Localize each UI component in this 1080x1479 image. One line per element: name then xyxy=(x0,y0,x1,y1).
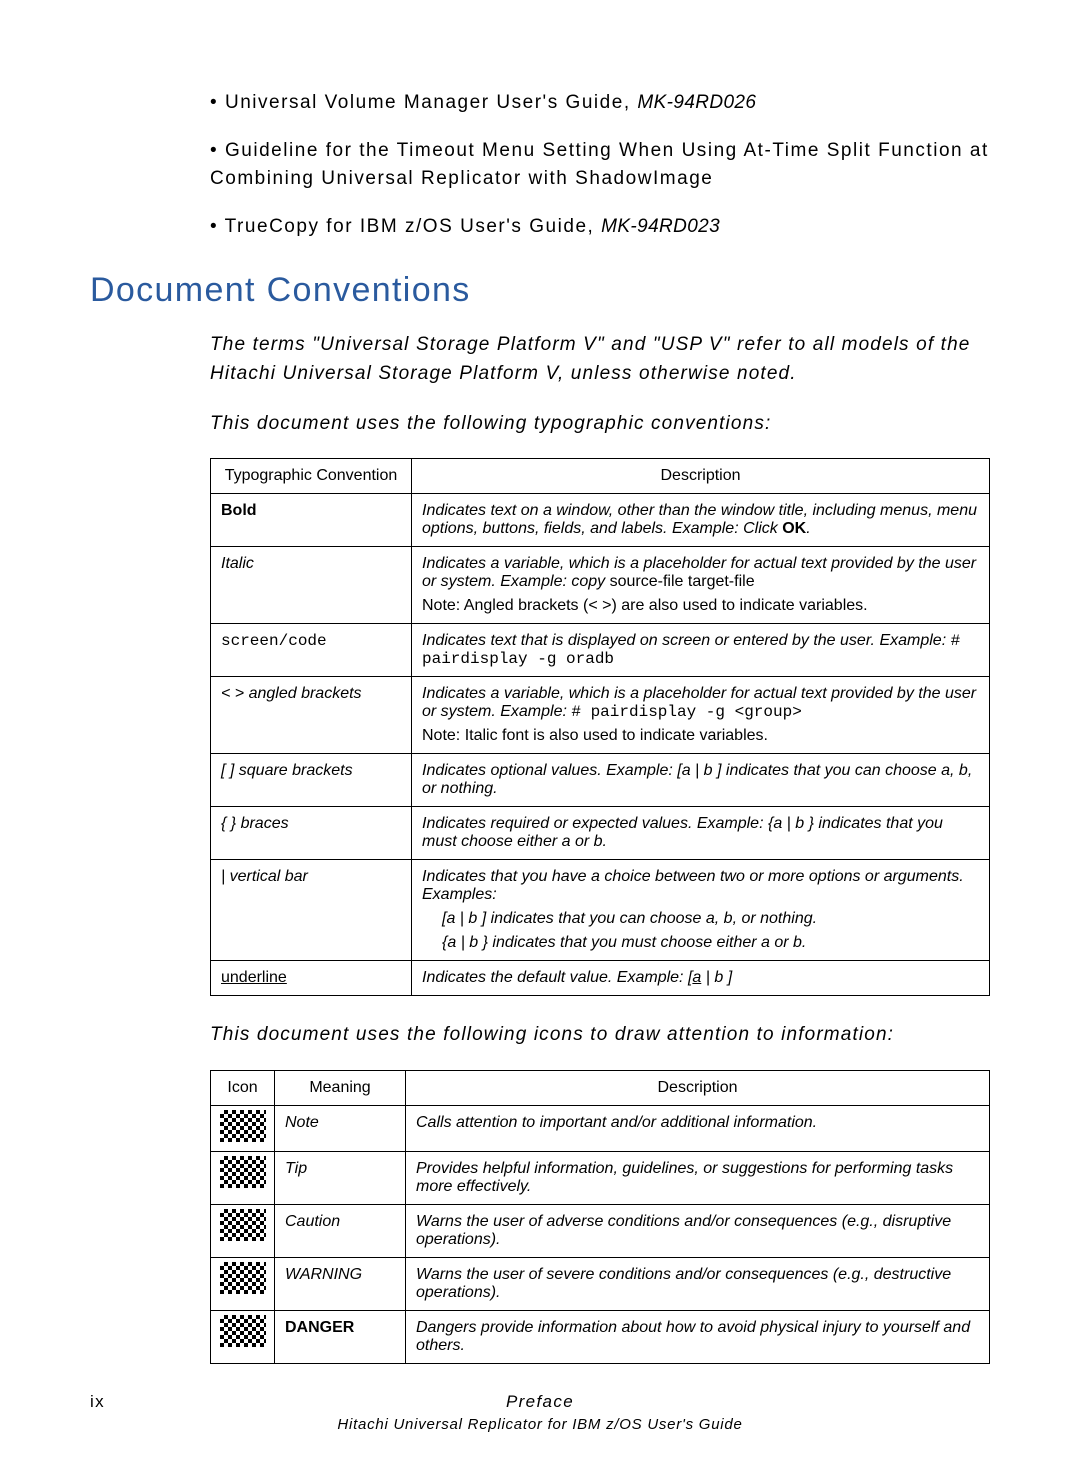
conv-vbar-desc: Indicates that you have a choice between… xyxy=(412,860,990,961)
tip-meaning: Tip xyxy=(275,1151,406,1204)
bullet: • TrueCopy for IBM z/OS User's Guide, xyxy=(210,216,601,237)
danger-meaning: DANGER xyxy=(275,1310,406,1363)
icons-table: Icon Meaning Description Note Calls atte… xyxy=(210,1070,990,1364)
related-doc-1: • Universal Volume Manager User's Guide,… xyxy=(210,89,990,118)
tip-desc: Provides helpful information, guidelines… xyxy=(406,1151,990,1204)
th-idesc: Description xyxy=(406,1070,990,1105)
intro-terms: The terms "Universal Storage Platform V"… xyxy=(210,330,990,389)
table-header-row: Icon Meaning Description xyxy=(211,1070,990,1105)
table-row: screen/code Indicates text that is displ… xyxy=(211,624,990,677)
footer-doc-title: Hitachi Universal Replicator for IBM z/O… xyxy=(90,1416,990,1433)
caution-icon xyxy=(220,1209,266,1241)
warning-icon-cell xyxy=(211,1257,275,1310)
conv-bold-label: Bold xyxy=(211,494,412,547)
th-convention: Typographic Convention xyxy=(211,459,412,494)
typographic-conventions-table: Typographic Convention Description Bold … xyxy=(210,458,990,996)
table-header-row: Typographic Convention Description xyxy=(211,459,990,494)
th-meaning: Meaning xyxy=(275,1070,406,1105)
table-row: WARNING Warns the user of severe conditi… xyxy=(211,1257,990,1310)
table-row: { } braces Indicates required or expecte… xyxy=(211,807,990,860)
conv-screen-desc: Indicates text that is displayed on scre… xyxy=(412,624,990,677)
doc-code-1: MK-94RD026 xyxy=(637,92,756,113)
doc-code-3: MK-94RD023 xyxy=(601,216,720,237)
conv-braces-desc: Indicates required or expected values. E… xyxy=(412,807,990,860)
conv-screen-label: screen/code xyxy=(211,624,412,677)
note-meaning: Note xyxy=(275,1105,406,1151)
conv-vbar-label: | vertical bar xyxy=(211,860,412,961)
danger-desc: Dangers provide information about how to… xyxy=(406,1310,990,1363)
conv-underline-desc: Indicates the default value. Example: [a… xyxy=(412,961,990,996)
tip-icon-cell xyxy=(211,1151,275,1204)
conv-angled-desc: Indicates a variable, which is a placeho… xyxy=(412,677,990,754)
table-row: Italic Indicates a variable, which is a … xyxy=(211,547,990,624)
conv-square-desc: Indicates optional values. Example: [a |… xyxy=(412,754,990,807)
page-number: ix xyxy=(90,1392,180,1412)
section-title: Document Conventions xyxy=(90,271,990,310)
footer-section-label: Preface xyxy=(180,1392,900,1412)
related-doc-2: • Guideline for the Timeout Menu Setting… xyxy=(210,137,990,194)
table-row: Tip Provides helpful information, guidel… xyxy=(211,1151,990,1204)
note-desc: Calls attention to important and/or addi… xyxy=(406,1105,990,1151)
table-row: Bold Indicates text on a window, other t… xyxy=(211,494,990,547)
danger-icon-cell xyxy=(211,1310,275,1363)
warning-icon xyxy=(220,1262,266,1294)
note-icon-cell xyxy=(211,1105,275,1151)
caution-icon-cell xyxy=(211,1204,275,1257)
table-row: < > angled brackets Indicates a variable… xyxy=(211,677,990,754)
table-row: DANGER Dangers provide information about… xyxy=(211,1310,990,1363)
danger-icon xyxy=(220,1315,266,1347)
related-doc-3: • TrueCopy for IBM z/OS User's Guide, MK… xyxy=(210,213,990,242)
intro-typo-conventions: This document uses the following typogra… xyxy=(210,409,990,438)
caution-meaning: Caution xyxy=(275,1204,406,1257)
conv-square-label: [ ] square brackets xyxy=(211,754,412,807)
conv-braces-label: { } braces xyxy=(211,807,412,860)
conv-italic-label: Italic xyxy=(211,547,412,624)
conv-angled-label: < > angled brackets xyxy=(211,677,412,754)
table-row: Note Calls attention to important and/or… xyxy=(211,1105,990,1151)
conv-underline-label: underline xyxy=(211,961,412,996)
note-icon xyxy=(220,1110,266,1142)
intro-icons: This document uses the following icons t… xyxy=(210,1020,990,1049)
table-row: Caution Warns the user of adverse condit… xyxy=(211,1204,990,1257)
table-row: | vertical bar Indicates that you have a… xyxy=(211,860,990,961)
tip-icon xyxy=(220,1156,266,1188)
warning-desc: Warns the user of severe conditions and/… xyxy=(406,1257,990,1310)
page-footer: ix Preface xyxy=(90,1392,990,1412)
table-row: [ ] square brackets Indicates optional v… xyxy=(211,754,990,807)
bullet: • Universal Volume Manager User's Guide, xyxy=(210,92,637,113)
th-icon: Icon xyxy=(211,1070,275,1105)
conv-italic-desc: Indicates a variable, which is a placeho… xyxy=(412,547,990,624)
conv-bold-desc: Indicates text on a window, other than t… xyxy=(412,494,990,547)
table-row: underline Indicates the default value. E… xyxy=(211,961,990,996)
caution-desc: Warns the user of adverse conditions and… xyxy=(406,1204,990,1257)
th-description: Description xyxy=(412,459,990,494)
warning-meaning: WARNING xyxy=(275,1257,406,1310)
